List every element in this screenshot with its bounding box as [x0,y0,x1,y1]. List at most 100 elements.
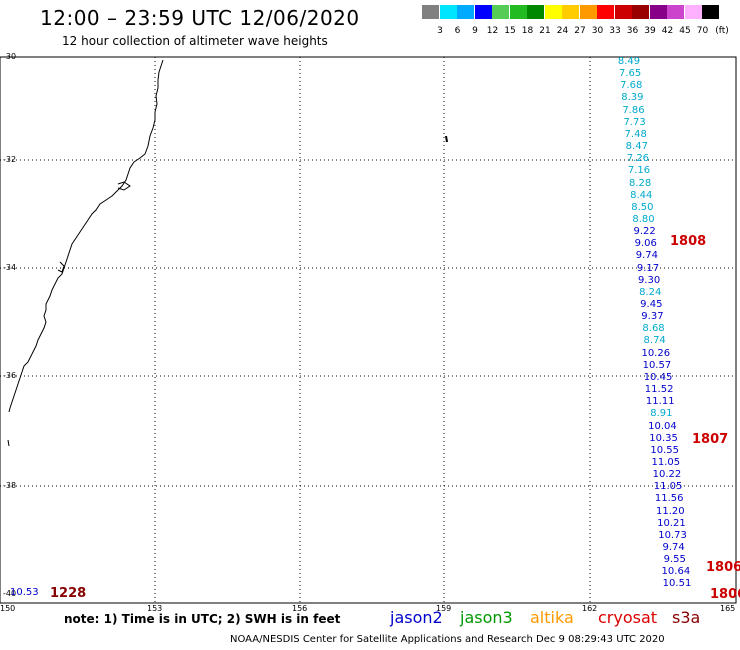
wave-height-value: 10.53 [10,587,39,598]
wave-height-value: 10.21 [657,517,686,529]
map-frame [0,56,737,604]
wave-height-value: 8.80 [632,213,655,225]
colorbar-swatch [562,5,579,19]
pass-time-label: 1807 [692,432,729,447]
wave-height-value: 11.52 [644,384,674,396]
satellite-s3a-legend: s3a [672,608,701,627]
wave-height-value: 9.06 [634,238,657,250]
pass-time-label: 1806 [710,587,740,602]
colorbar-label: 27 [574,26,586,36]
colorbar-label: 24 [556,26,569,36]
wave-height-value: 9.45 [640,299,663,310]
longitude-label: 153 [147,604,163,613]
colorbar-label: 9 [472,26,478,36]
colorbar-label: 12 [486,26,499,36]
coastline [8,59,164,413]
satellite-jason2-legend: jason2 [390,608,443,627]
colorbar-label: 15 [504,26,516,36]
satellite-altika-legend: altika [530,608,574,627]
longitude-label: 150 [0,604,16,613]
colorbar-swatch [649,5,667,19]
wave-height-value: 11.05 [653,481,683,493]
colorbar-swatch [632,5,649,19]
map-title: 12:00 – 23:59 UTC 12/06/2020 [40,6,360,30]
longitude-label: 162 [582,604,598,613]
colorbar-swatch [474,5,492,19]
latitude-label: -30 [3,52,17,61]
wave-height-value: 10.45 [643,371,673,383]
wave-height-value: 10.22 [652,469,682,481]
wave-height-value: 7.48 [624,128,647,140]
colorbar-swatch [702,5,719,19]
colorbar-label: 18 [521,26,534,36]
latitude-label: -34 [3,263,17,272]
colorbar-label: 42 [661,26,674,36]
latitude-label: -32 [3,155,17,164]
longitude-label: 156 [292,604,308,613]
colorbar-swatch [667,5,684,19]
colorbar-swatch [684,5,702,19]
colorbar-swatch [509,5,527,19]
wave-height-value: 11.05 [651,456,681,468]
wave-height-value: 8.47 [625,141,648,153]
pass-time-label: 1806 [706,560,740,575]
wave-height-value: 11.56 [654,493,684,505]
wave-height-value: 10.73 [658,529,687,541]
wave-height-value: 8.24 [639,286,662,298]
colorbar-label: 39 [644,26,656,36]
grid-lines [0,57,736,603]
latitude-label: -38 [3,481,17,490]
wave-height-value: 11.11 [645,396,675,408]
wave-height-value: 10.35 [649,432,678,444]
pass-time-label: 1228 [50,586,87,601]
colorbar-swatch [457,5,474,19]
map-subtitle: 12 hour collection of altimeter wave hei… [62,34,328,48]
wave-height-value: 9.74 [662,542,685,553]
colorbar-swatch [544,5,562,19]
wave-height-value: 9.55 [663,554,686,566]
wave-height-value: 7.65 [618,68,642,80]
wave-height-value: 8.44 [630,189,653,201]
wave-height-value: 9.37 [641,311,664,323]
wave-height-value: 7.16 [627,165,651,177]
colorbar-label: 70 [696,26,709,36]
credit-footer: NOAA/NESDIS Center for Satellite Applica… [230,634,665,645]
colorbar-label: 45 [679,26,691,36]
colorbar-label: 36 [626,26,639,36]
wave-height-value: 10.26 [641,347,671,359]
wave-height-value: 7.68 [620,80,643,92]
wave-height-value: 7.86 [622,104,645,116]
coast-fragment [7,439,10,447]
colorbar-unit: (ft) [715,26,729,36]
colorbar-label: 21 [539,26,551,36]
latitude-label: -40 [3,589,17,598]
wave-height-value: 8.68 [642,323,665,335]
wave-height-value: 8.74 [643,335,666,347]
wave-height-value: 8.50 [631,201,654,213]
wave-height-value: 10.55 [650,444,680,456]
footnote: note: 1) Time is in UTC; 2) SWH is in fe… [64,612,341,626]
satellite-jason3-legend: jason3 [460,608,513,627]
colorbar-swatch [527,5,544,19]
satellite-cryosat-legend: cryosat [598,608,658,627]
longitude-label: 165 [720,604,736,613]
colorbar-swatch [579,5,597,19]
wave-height-value: 10.57 [642,359,672,371]
colorbar-swatch [439,5,457,19]
wave-height-value: 10.04 [648,420,677,432]
colorbar-label: 30 [591,26,604,36]
colorbar-swatch [422,5,439,19]
wave-height-value: 9.30 [637,274,661,286]
coastline-cape [57,261,65,273]
longitude-label: 159 [436,604,452,613]
latitude-label: -36 [3,371,17,380]
wave-height-value: 10.64 [661,566,691,578]
coastline-islet [117,181,131,191]
colorbar-swatch [597,5,614,19]
colorbar-label: 33 [609,26,621,36]
wave-height-value: 8.28 [629,177,652,189]
colorbar-label: 6 [454,26,461,36]
colorbar-label: 3 [437,26,443,36]
wave-height-value: 10.51 [662,578,692,590]
